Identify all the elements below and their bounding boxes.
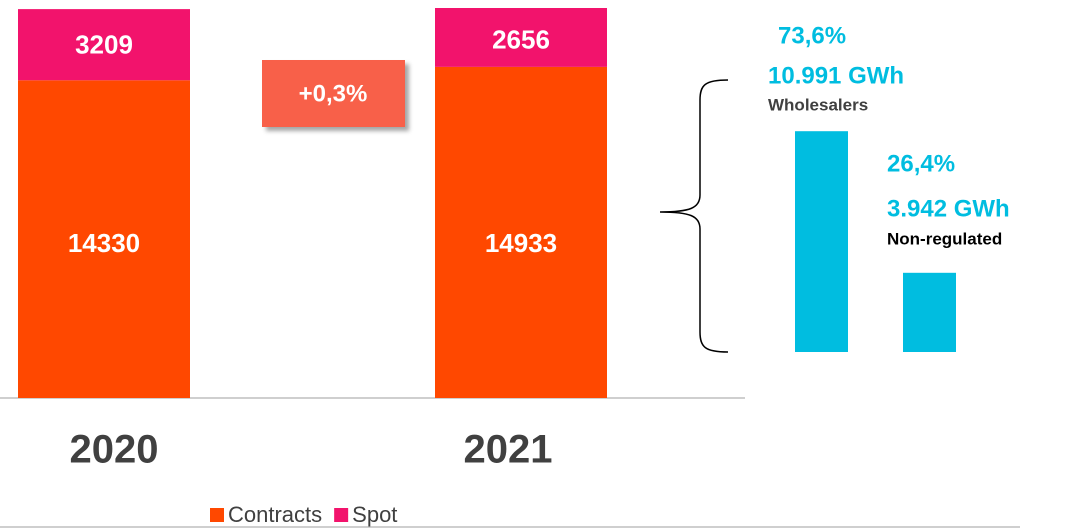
data-label: 14933: [485, 228, 557, 258]
bar-segment: [18, 80, 190, 398]
data-label: 26,4%: [887, 150, 955, 177]
data-label: 3209: [75, 30, 133, 60]
data-label: 14330: [68, 228, 140, 258]
bar: [903, 272, 956, 352]
change-box: [262, 60, 405, 127]
x-tick-label: 2020: [70, 428, 159, 472]
x-tick-label: 2021: [464, 428, 553, 472]
data-label: 73,6%: [778, 22, 846, 49]
brace: [659, 79, 729, 353]
legend-swatch: [334, 508, 349, 522]
data-label: 2656: [492, 24, 550, 54]
legend-swatch: [210, 508, 224, 522]
change-label: +0,3%: [299, 80, 368, 107]
bar: [795, 131, 848, 352]
category-label: Wholesalers: [768, 95, 868, 114]
legend-label: Spot: [352, 502, 397, 527]
bar-segment: [435, 8, 607, 67]
category-label: Non-regulated: [887, 229, 1002, 248]
energy-label: 10.991 GWh: [768, 62, 904, 89]
bar-segment: [435, 66, 607, 398]
legend-label: Contracts: [228, 502, 322, 527]
bar-segment: [18, 9, 190, 81]
energy-label: 3.942 GWh: [887, 195, 1010, 222]
